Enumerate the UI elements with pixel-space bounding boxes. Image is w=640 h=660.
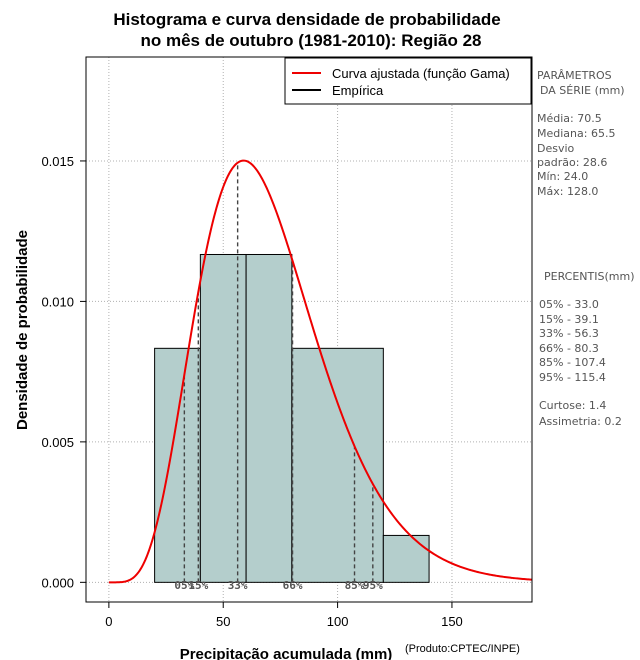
- percentiles-panel: PERCENTIS(mm) 05% - 33.0 15% - 39.1 33% …: [539, 270, 635, 428]
- x-tick-label-2: 100: [327, 614, 349, 629]
- series-parameters-panel: PARÂMETROS DA SÉRIE (mm) Média: 70.5 Med…: [537, 69, 625, 198]
- percentil-05: 05% - 33.0: [539, 298, 599, 311]
- credit-label: (Produto:CPTEC/INPE): [405, 643, 520, 655]
- histogram-bar-2: [246, 254, 292, 582]
- percentile-label-3: 66%: [283, 579, 303, 592]
- percentile-label-5: 95%: [363, 579, 383, 592]
- x-tick-label-3: 150: [441, 614, 463, 629]
- histogram-bar-1: [200, 254, 246, 582]
- y-tick-label-0: 0.000: [41, 575, 74, 590]
- x-tick-label-1: 50: [216, 614, 230, 629]
- legend-label-empirical: Empírica: [332, 83, 384, 98]
- percentil-15: 15% - 39.1: [539, 313, 599, 326]
- y-tick-label-1: 0.005: [41, 435, 74, 450]
- histogram-chart: Histograma e curva densidade de probabil…: [0, 0, 640, 660]
- percentil-95: 95% - 115.4: [539, 371, 606, 384]
- histogram-bar-4: [383, 535, 429, 582]
- param-min: Mín: 24.0: [537, 170, 588, 183]
- percentis-title: PERCENTIS(mm): [544, 270, 635, 283]
- legend-box: [285, 58, 531, 104]
- stat-curtose: Curtose: 1.4: [539, 399, 606, 412]
- x-tick-label-0: 0: [105, 614, 112, 629]
- y-tick-label-3: 0.015: [41, 154, 74, 169]
- stat-assimetria: Assimetria: 0.2: [539, 415, 622, 428]
- param-sd: padrão: 28.6: [537, 156, 607, 169]
- params-title-2: DA SÉRIE (mm): [540, 84, 625, 97]
- x-axis-title: Precipitação acumulada (mm): [180, 646, 393, 660]
- percentile-label-1: 15%: [188, 579, 208, 592]
- percentil-33: 33% - 56.3: [539, 327, 599, 340]
- param-median: Mediana: 65.5: [537, 127, 615, 140]
- histogram-bar-0: [155, 348, 201, 582]
- percentile-label-4: 85%: [345, 579, 365, 592]
- param-mean: Média: 70.5: [537, 112, 602, 125]
- param-sd-label: Desvio: [537, 142, 575, 155]
- legend: Curva ajustada (função Gama) Empírica: [285, 58, 531, 104]
- legend-label-gamma: Curva ajustada (função Gama): [332, 66, 510, 81]
- percentil-66: 66% - 80.3: [539, 342, 599, 355]
- params-title-1: PARÂMETROS: [537, 69, 612, 82]
- param-max: Máx: 128.0: [537, 185, 598, 198]
- y-tick-label-2: 0.010: [41, 294, 74, 309]
- percentil-85: 85% - 107.4: [539, 356, 606, 369]
- y-axis-title: Densidade de probabilidade: [14, 230, 31, 430]
- chart-title-line1: Histograma e curva densidade de probabil…: [113, 10, 500, 29]
- histogram-bar-3: [292, 348, 383, 582]
- chart-title-line2: no mês de outubro (1981-2010): Região 28: [140, 31, 481, 50]
- percentile-label-2: 33%: [228, 579, 248, 592]
